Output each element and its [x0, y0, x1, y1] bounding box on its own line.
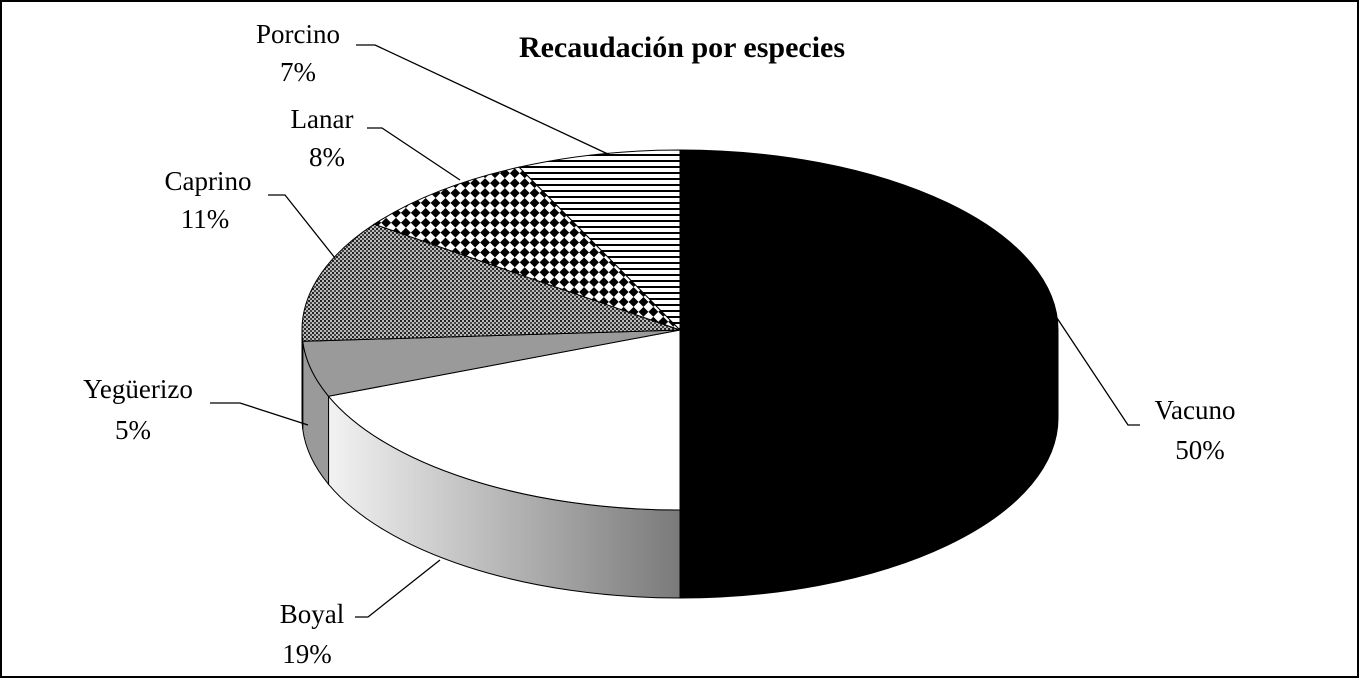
- leader-line: [268, 194, 336, 259]
- slice-label: Vacuno: [1155, 395, 1236, 425]
- pie-slice: [301, 223, 681, 342]
- slice-label: Caprino: [165, 166, 252, 196]
- pie-slice: [518, 149, 681, 332]
- leader-line: [355, 559, 441, 618]
- slice-value-label: 8%: [309, 142, 345, 172]
- pie-slice: [373, 166, 681, 331]
- slice-label: Lanar: [291, 104, 354, 134]
- slice-label: Porcino: [256, 19, 340, 49]
- slice-value-label: 11%: [181, 204, 230, 234]
- pie-slice: [327, 329, 681, 511]
- chart-title: Recaudación por especies: [519, 31, 845, 64]
- slice-value-label: 5%: [115, 415, 151, 445]
- pie-slice: [679, 149, 1059, 511]
- slice-value-label: 7%: [280, 57, 316, 87]
- leader-line: [356, 44, 611, 156]
- slice-label: Boyal: [280, 599, 345, 629]
- leader-line: [367, 127, 461, 181]
- slice-label: Yegüerizo: [83, 374, 193, 404]
- pie-slice-side: [301, 329, 304, 430]
- slice-value-label: 50%: [1175, 435, 1225, 465]
- slice-value-label: 19%: [282, 639, 332, 669]
- leader-line: [1054, 314, 1140, 426]
- leader-line: [210, 402, 309, 426]
